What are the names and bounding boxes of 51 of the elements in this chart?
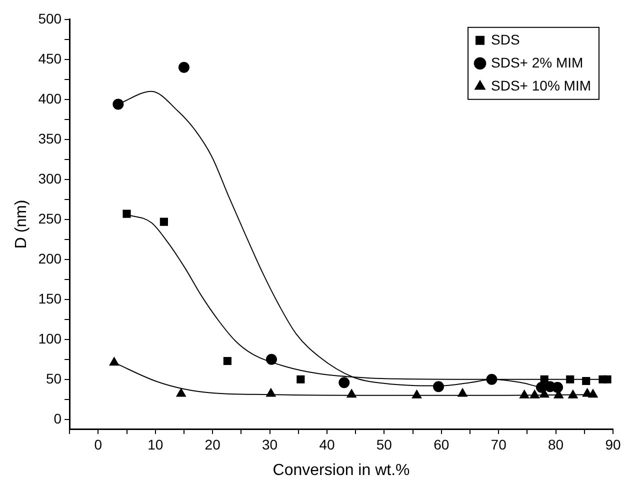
point [109,357,120,366]
y-tick-label: 500 [38,10,62,26]
point [338,377,350,388]
legend-label: SDS+ 2% MIM [491,54,584,70]
point [530,390,540,398]
point [566,375,574,384]
point [266,354,277,365]
y-tick-label: 300 [38,170,62,186]
y-tick-label: 450 [38,50,62,66]
legend-label: SDS [491,31,520,48]
point [412,390,422,398]
y-tick-label: 50 [46,370,62,386]
point [160,218,168,226]
x-tick-label: 20 [204,436,221,452]
point [122,210,131,218]
point [582,376,590,386]
y-tick-label: 250 [38,210,62,226]
point [112,98,124,110]
y-tick-label: 350 [38,130,62,146]
point [266,388,276,397]
y-tick-label: 200 [38,250,62,266]
x-tick-label: 90 [605,436,621,452]
point [346,389,356,398]
x-tick-label: 0 [94,436,102,452]
point [223,356,232,366]
point [176,388,186,397]
y-axis-title: D (nm) [13,200,30,249]
point [296,375,305,384]
point [178,62,190,73]
point [540,375,548,384]
x-axis-title: Conversion in wt.% [272,462,410,479]
point [433,381,444,392]
y-tick-label: 100 [38,330,62,346]
x-tick-label: 70 [490,436,507,452]
point [458,388,468,397]
point [552,382,564,393]
legend-label: SDS+ 10% MIM [491,77,592,94]
point [486,374,498,385]
point [520,390,530,398]
x-tick-label: 50 [376,436,392,452]
point [588,389,598,398]
x-tick-label: 80 [548,436,564,452]
point [568,390,578,398]
y-tick-label: 150 [38,290,62,306]
point [603,375,612,384]
x-tick-label: 10 [148,436,164,452]
x-tick-label: 30 [262,436,278,452]
y-tick-label: 0 [54,410,62,426]
x-tick-label: 40 [319,436,335,452]
y-tick-label: 400 [38,90,62,106]
x-tick-label: 60 [434,436,450,452]
